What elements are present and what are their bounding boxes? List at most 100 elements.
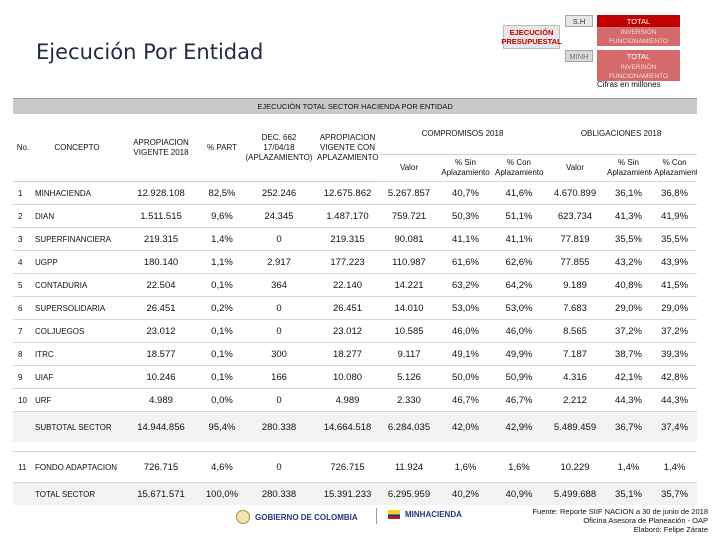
cell-obl-con: 43,9% — [652, 250, 698, 274]
cell-obl-con: 1,4% — [652, 451, 698, 483]
cell-obl-sin: 29,0% — [605, 296, 652, 320]
cell-decreto: 364 — [243, 273, 315, 297]
header-no: No. — [13, 114, 33, 182]
cell-comp-con: 53,0% — [493, 296, 545, 320]
cell-obl-valor: 10.229 — [545, 451, 605, 483]
cell-comp-con: 64,2% — [493, 273, 545, 297]
cell-obl-valor: 4.670.899 — [545, 181, 605, 205]
cell-obl-sin: 44,3% — [605, 388, 652, 412]
cell-obl-valor: 77.855 — [545, 250, 605, 274]
cell-comp-sin: 46,0% — [438, 319, 493, 343]
cell-comp-sin: 1,6% — [438, 451, 493, 483]
cell-no: 11 — [13, 451, 33, 483]
cell-comp-valor: 6.295.959 — [380, 482, 438, 505]
cell-decreto: 24.345 — [243, 204, 315, 228]
minhacienda-text: MINHACIENDA — [405, 510, 462, 519]
total-filter-button-sh[interactable]: TOTAL — [597, 15, 680, 27]
table-row: 3 SUPERFINANCIERA 219.315 1,4% 0 219.315 90.08… — [13, 227, 698, 251]
table-row: 8 ITRC 18.577 0,1% 300 18.277 9.117 49,1% 49,9% 7… — [13, 342, 698, 366]
table-row: 1 MINHACIENDA 12.928.108 82,5% 252.246 12.675… — [13, 181, 698, 205]
cell-concepto: SUBTOTAL SECTOR — [33, 411, 121, 442]
table-row: 5 CONTADURIA 22.504 0,1% 364 22.140 14.221 63,2… — [13, 273, 698, 297]
cell-apropiacion: 26.451 — [121, 296, 201, 320]
flag-icon — [388, 510, 400, 519]
gobierno-colombia-text: GOBIERNO DE COLOMBIA — [255, 512, 358, 522]
cell-apropiacion: 219.315 — [121, 227, 201, 251]
header-obl-sin: % Sin Aplazamiento — [605, 154, 652, 182]
cell-comp-con: 41,6% — [493, 181, 545, 205]
minh-filter-button[interactable]: MINH — [565, 50, 593, 62]
cell-obl-sin: 40,8% — [605, 273, 652, 297]
cell-apropiacion: 1.511.515 — [121, 204, 201, 228]
cell-comp-sin: 46,7% — [438, 388, 493, 412]
cell-decreto: 280.338 — [243, 411, 315, 442]
cell-obl-sin: 35,5% — [605, 227, 652, 251]
cell-aprop-aplaz: 14.664.518 — [315, 411, 380, 442]
cell-obl-sin: 36,7% — [605, 411, 652, 442]
cell-obl-valor: 8.565 — [545, 319, 605, 343]
cell-comp-valor: 14.010 — [380, 296, 438, 320]
cell-comp-con: 51,1% — [493, 204, 545, 228]
header-decreto: DEC. 662 17/04/18 (APLAZAMIENTO) — [243, 114, 315, 182]
inversion-funcionamiento-button-minh[interactable]: INVERSIÓN FUNCIONAMIENTO — [597, 62, 680, 81]
gobierno-colombia-logo: GOBIERNO DE COLOMBIA — [236, 510, 358, 524]
cell-obl-sin: 37,2% — [605, 319, 652, 343]
cell-part: 95,4% — [201, 411, 243, 442]
cell-comp-sin: 50,0% — [438, 365, 493, 389]
cell-no: 2 — [13, 204, 33, 228]
cell-obl-con: 41,5% — [652, 273, 698, 297]
sh-filter-button[interactable]: S.H — [565, 15, 593, 27]
fondo-row: 11 FONDO ADAPTACION 726.715 4,6% 0 726.715 11.… — [13, 451, 698, 483]
header-apropiacion-con-aplazamiento: APROPIACION VIGENTE CON APLAZAMIENTO — [315, 114, 380, 182]
cell-comp-sin: 50,3% — [438, 204, 493, 228]
units-note: Cifras en millones — [597, 80, 661, 89]
cell-no: 5 — [13, 273, 33, 297]
cell-obl-valor: 4.316 — [545, 365, 605, 389]
ejecucion-presupuestal-button[interactable]: EJECUCIÓN PRESUPUESTAL — [501, 25, 562, 49]
total-row: TOTAL SECTOR 15.671.571 100,0% 280.338 15.39… — [13, 482, 698, 505]
cell-aprop-aplaz: 726.715 — [315, 451, 380, 483]
cell-concepto: DIAN — [33, 204, 121, 228]
cell-part: 4,6% — [201, 451, 243, 483]
cell-comp-valor: 10.585 — [380, 319, 438, 343]
cell-no: 1 — [13, 181, 33, 205]
cell-obl-con: 39,3% — [652, 342, 698, 366]
cell-comp-sin: 53,0% — [438, 296, 493, 320]
cell-decreto: 166 — [243, 365, 315, 389]
source-note: Fuente: Reporte SIIF NACION a 30 de juni… — [532, 507, 708, 534]
cell-apropiacion: 14.944.856 — [121, 411, 201, 442]
table-row: 10 URF 4.989 0,0% 0 4.989 2.330 46,7% 46,7% 2.212… — [13, 388, 698, 412]
page-title: Ejecución Por Entidad — [36, 40, 264, 64]
table-row: 6 SUPERSOLIDARIA 26.451 0,2% 0 26.451 14.010 53… — [13, 296, 698, 320]
cell-comp-con: 50,9% — [493, 365, 545, 389]
cell-apropiacion: 22.504 — [121, 273, 201, 297]
cell-part: 0,1% — [201, 273, 243, 297]
cell-comp-valor: 9.117 — [380, 342, 438, 366]
cell-concepto: TOTAL SECTOR — [33, 482, 121, 505]
cell-no: 9 — [13, 365, 33, 389]
cell-obl-con: 36,8% — [652, 181, 698, 205]
total-filter-button-minh[interactable]: TOTAL — [597, 50, 680, 62]
cell-concepto: SUPERFINANCIERA — [33, 227, 121, 251]
cell-part: 0,1% — [201, 365, 243, 389]
cell-concepto: SUPERSOLIDARIA — [33, 296, 121, 320]
cell-part: 82,5% — [201, 181, 243, 205]
inversion-funcionamiento-button-sh[interactable]: INVERSIÓN FUNCIONAMIENTO — [597, 27, 680, 46]
cell-obl-valor: 7.683 — [545, 296, 605, 320]
cell-apropiacion: 15.671.571 — [121, 482, 201, 505]
cell-comp-sin: 63,2% — [438, 273, 493, 297]
cell-concepto: MINHACIENDA — [33, 181, 121, 205]
cell-aprop-aplaz: 177.223 — [315, 250, 380, 274]
cell-concepto: UIAF — [33, 365, 121, 389]
table-row: 7 COLJUEGOS 23.012 0,1% 0 23.012 10.585 46,0% 46… — [13, 319, 698, 343]
cell-decreto: 0 — [243, 227, 315, 251]
cell-obl-con: 44,3% — [652, 388, 698, 412]
cell-obl-con: 37,2% — [652, 319, 698, 343]
cell-apropiacion: 180.140 — [121, 250, 201, 274]
cell-decreto: 0 — [243, 388, 315, 412]
cell-no: 3 — [13, 227, 33, 251]
cell-part: 1,1% — [201, 250, 243, 274]
cell-aprop-aplaz: 22.140 — [315, 273, 380, 297]
cell-obl-valor: 2.212 — [545, 388, 605, 412]
table-row: 9 UIAF 10.246 0,1% 166 10.080 5.126 50,0% 50,9% 4… — [13, 365, 698, 389]
